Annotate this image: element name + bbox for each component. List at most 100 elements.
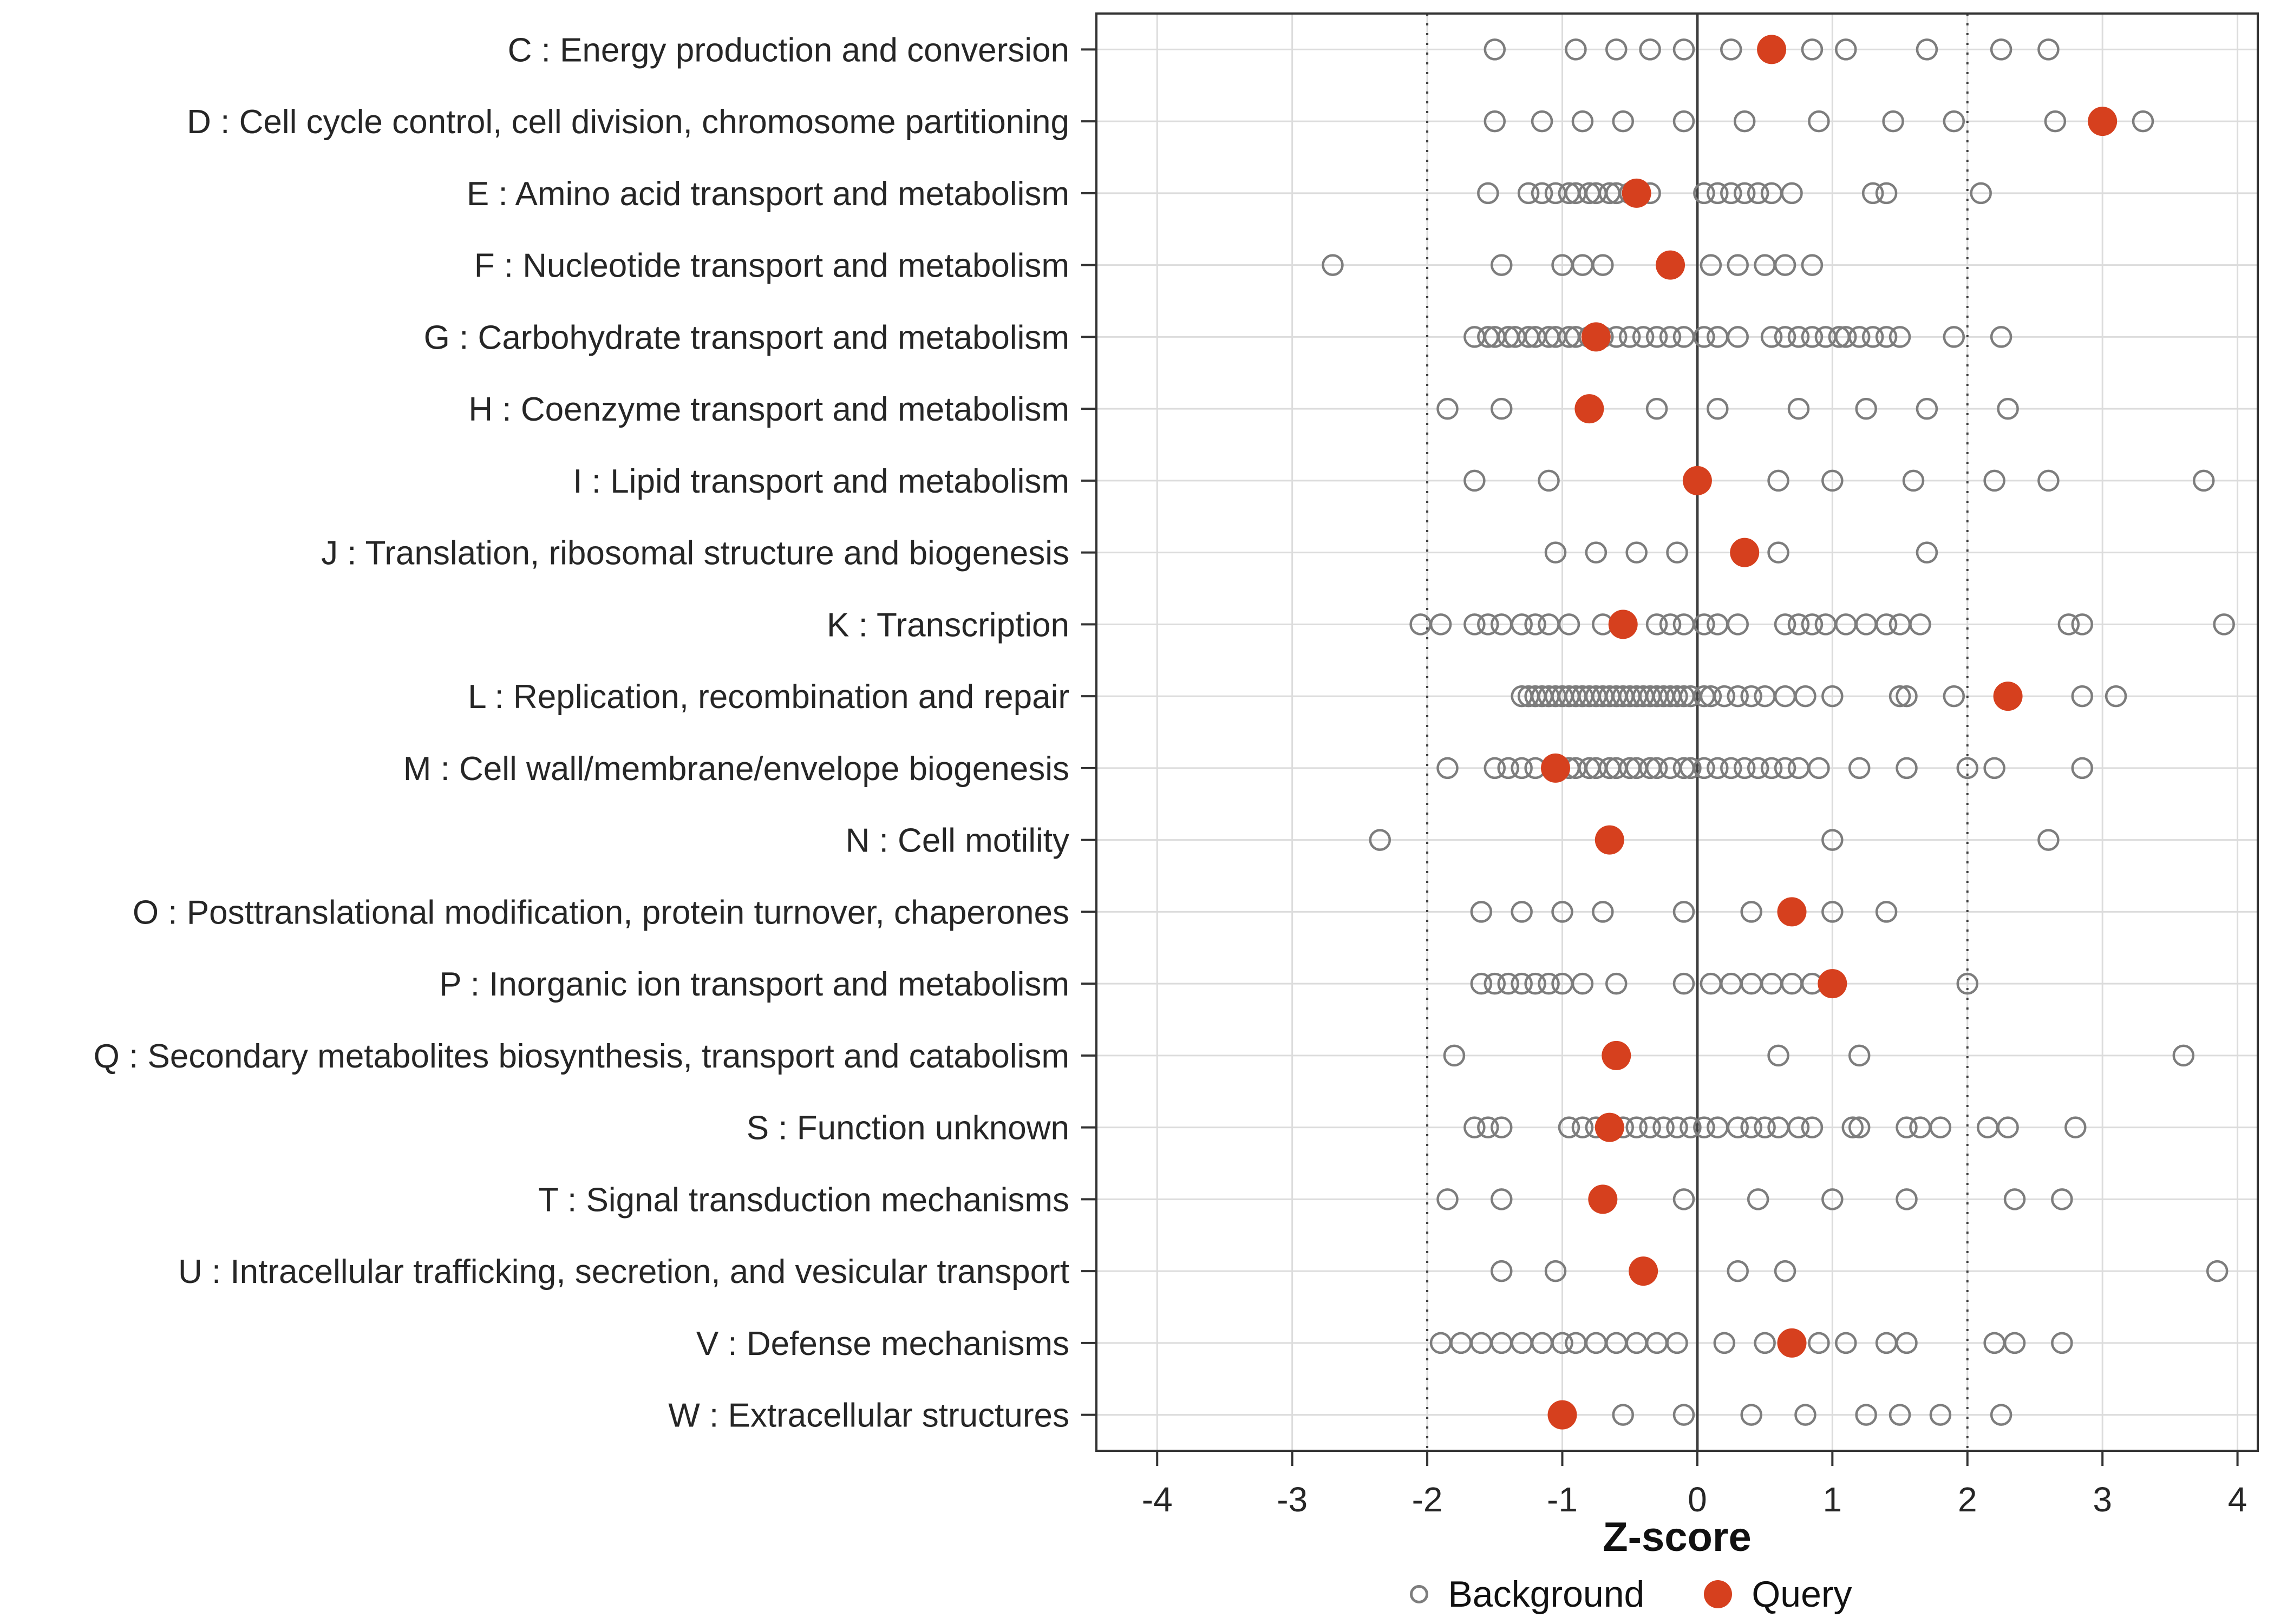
background-point bbox=[1538, 469, 1560, 492]
background-point bbox=[2064, 1116, 2087, 1138]
background-point bbox=[1511, 901, 1533, 923]
background-point bbox=[2003, 1332, 2026, 1354]
background-point bbox=[2071, 757, 2094, 780]
background-point bbox=[1929, 1116, 1952, 1138]
background-point bbox=[1835, 38, 1857, 61]
background-point bbox=[1740, 901, 1762, 923]
open-circle-icon bbox=[1410, 1585, 1429, 1603]
background-point bbox=[1484, 757, 1506, 780]
background-point bbox=[1632, 326, 1655, 348]
background-point bbox=[1645, 326, 1668, 348]
background-point bbox=[1821, 829, 1844, 851]
background-point bbox=[1693, 613, 1715, 636]
background-point bbox=[1848, 326, 1871, 348]
background-point bbox=[1929, 1404, 1952, 1426]
y-axis-label: N : Cell motility bbox=[846, 822, 1069, 860]
background-point bbox=[1463, 613, 1486, 636]
background-point bbox=[1774, 1260, 1796, 1282]
background-point bbox=[1531, 110, 1553, 133]
x-axis-title: Z-score bbox=[1603, 1514, 1752, 1560]
background-point bbox=[1625, 541, 1648, 564]
background-point bbox=[1882, 110, 1904, 133]
x-tick-label: -1 bbox=[1547, 1480, 1578, 1519]
query-point bbox=[1574, 394, 1604, 424]
background-point bbox=[1990, 1404, 2012, 1426]
background-point bbox=[1477, 613, 1499, 636]
background-point bbox=[1707, 757, 1729, 780]
background-point bbox=[1727, 326, 1749, 348]
background-point bbox=[1693, 757, 1715, 780]
background-point bbox=[1875, 613, 1898, 636]
background-point bbox=[1680, 1116, 1702, 1138]
background-point bbox=[1983, 757, 2005, 780]
background-point bbox=[1848, 1044, 1871, 1067]
query-point bbox=[1730, 538, 1760, 567]
query-point bbox=[2088, 107, 2118, 136]
background-point bbox=[1605, 38, 1628, 61]
y-axis-label: H : Coenzyme transport and metabolism bbox=[468, 391, 1069, 428]
background-point bbox=[1774, 757, 1796, 780]
background-point bbox=[1639, 1116, 1661, 1138]
background-point bbox=[2044, 110, 2067, 133]
background-point bbox=[1760, 757, 1783, 780]
background-point bbox=[2037, 38, 2060, 61]
background-point bbox=[1808, 757, 1830, 780]
background-point bbox=[1720, 182, 1742, 205]
background-point bbox=[1781, 182, 1803, 205]
background-point bbox=[1477, 182, 1499, 205]
background-point bbox=[1754, 1332, 1776, 1354]
background-point bbox=[2213, 613, 2235, 636]
background-point bbox=[1511, 972, 1533, 995]
background-point bbox=[1740, 1404, 1762, 1426]
background-point bbox=[1747, 757, 1769, 780]
x-tick-label: -2 bbox=[1412, 1480, 1443, 1519]
y-axis-label: P : Inorganic ion transport and metaboli… bbox=[439, 966, 1069, 1003]
background-point bbox=[1544, 541, 1567, 564]
background-point bbox=[1774, 326, 1796, 348]
background-point bbox=[1848, 757, 1871, 780]
background-point bbox=[1821, 1188, 1844, 1210]
background-point bbox=[2071, 613, 2094, 636]
background-point bbox=[1916, 38, 1938, 61]
background-point bbox=[1956, 972, 1978, 995]
background-point bbox=[1491, 1116, 1513, 1138]
background-point bbox=[1511, 613, 1533, 636]
background-point bbox=[1997, 397, 2019, 420]
background-point bbox=[1585, 541, 1608, 564]
background-point bbox=[1666, 1116, 1688, 1138]
background-point bbox=[2003, 1188, 2026, 1210]
background-point bbox=[1672, 1404, 1695, 1426]
y-axis-label: W : Extracellular structures bbox=[668, 1397, 1069, 1435]
background-point bbox=[1680, 757, 1702, 780]
background-point bbox=[1477, 1116, 1499, 1138]
y-axis-label: U : Intracellular trafficking, secretion… bbox=[178, 1253, 1069, 1291]
background-point bbox=[1645, 397, 1668, 420]
background-point bbox=[1612, 1404, 1634, 1426]
y-axis-label: O : Posttranslational modification, prot… bbox=[133, 894, 1069, 931]
y-axis-label: K : Transcription bbox=[827, 606, 1069, 644]
background-point bbox=[1733, 110, 1756, 133]
background-point bbox=[1943, 110, 1965, 133]
background-point bbox=[1727, 1260, 1749, 1282]
y-axis-label: D : Cell cycle control, cell division, c… bbox=[187, 103, 1069, 141]
background-point bbox=[1524, 613, 1546, 636]
background-point bbox=[1835, 1332, 1857, 1354]
background-point bbox=[1659, 326, 1682, 348]
background-point bbox=[1787, 397, 1810, 420]
background-point bbox=[1645, 757, 1668, 780]
legend-label-query: Query bbox=[1752, 1574, 1852, 1615]
background-point bbox=[1896, 757, 1918, 780]
x-tick-label: 0 bbox=[1688, 1480, 1707, 1519]
query-point bbox=[1818, 969, 1847, 999]
background-point bbox=[1571, 110, 1594, 133]
background-point bbox=[2192, 469, 2215, 492]
background-point bbox=[1672, 110, 1695, 133]
background-point bbox=[2057, 613, 2080, 636]
background-point bbox=[1436, 397, 1459, 420]
background-point bbox=[1794, 685, 1816, 708]
background-point bbox=[1666, 541, 1688, 564]
background-point bbox=[1774, 613, 1796, 636]
background-point bbox=[1491, 1260, 1513, 1282]
legend-label-background: Background bbox=[1448, 1574, 1645, 1615]
background-point bbox=[1787, 1116, 1810, 1138]
